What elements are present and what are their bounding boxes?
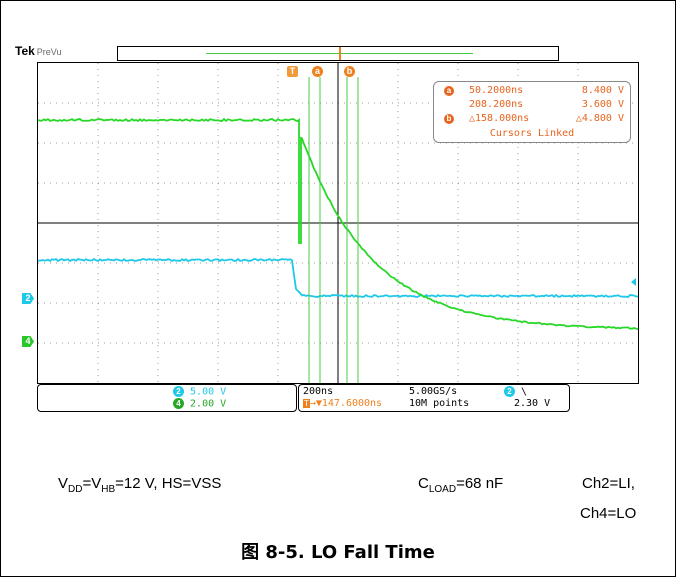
ch2-badge: 2 xyxy=(173,386,184,397)
timebase-value: 200ns xyxy=(303,386,333,397)
trigger-delay-icon: T xyxy=(303,399,310,408)
cursor-readout-panel: a 50.2000ns 8.400 V 208.200ns 3.600 V b … xyxy=(433,81,631,143)
cursor-b-marker[interactable]: b xyxy=(344,66,355,77)
cursor-b-voltage: 3.600 V xyxy=(582,99,624,110)
cursor-a-time: 50.2000ns xyxy=(469,85,523,96)
trigger-delay: 147.6000ns xyxy=(322,398,382,409)
ch4-ground-marker[interactable]: 4 xyxy=(22,336,34,347)
trigger-level-arrow xyxy=(631,278,636,286)
figure-title: 图 8-5. LO Fall Time xyxy=(0,538,676,564)
sample-rate: 5.00GS/s xyxy=(409,386,457,397)
record-length: 10M points xyxy=(409,398,469,409)
record-view-graphic xyxy=(118,47,558,60)
cursor-a-marker[interactable]: a xyxy=(312,66,323,77)
acquisition-mode: PreVu xyxy=(37,47,62,57)
cursor-a-voltage: 8.400 V xyxy=(582,85,624,96)
delta-voltage: △4.800 V xyxy=(576,113,624,124)
caption-supply: VDD=VHB=12 V, HS=VSS xyxy=(58,475,221,495)
record-view-bar xyxy=(117,46,559,61)
ch2-ground-marker[interactable]: 2 xyxy=(22,293,34,304)
channel-scale-box[interactable]: 2 5.00 V 4 2.00 V xyxy=(37,384,297,412)
scope-brand: Tek PreVu xyxy=(15,44,61,58)
trigger-slope-icon: \ xyxy=(521,387,527,398)
caption-ch2: Ch2=LI, xyxy=(582,475,635,492)
trigger-source-badge: 2 xyxy=(504,386,515,397)
status-bar: 2 5.00 V 4 2.00 V 200ns T→▼147.6000ns 5.… xyxy=(37,384,637,412)
cursors-linked-label: Cursors Linked xyxy=(434,128,630,139)
cursor-b-time: 208.200ns xyxy=(469,99,523,110)
cursor-b-badge: b xyxy=(444,114,454,124)
timebase-box[interactable]: 200ns T→▼147.6000ns 5.00GS/s 10M points … xyxy=(298,384,570,412)
waveform-screen: T a b a 50.2000ns 8.400 V 208.200ns 3.60… xyxy=(37,62,639,384)
trigger-marker: T xyxy=(287,66,298,77)
delta-time: △158.000ns xyxy=(469,113,529,124)
caption-load: CLOAD=68 nF xyxy=(418,475,503,495)
ch4-scale: 2.00 V xyxy=(190,399,226,410)
ch4-badge: 4 xyxy=(173,398,184,409)
trigger-level: 2.30 V xyxy=(514,398,550,409)
ch2-scale: 5.00 V xyxy=(190,387,226,398)
cursor-a-badge: a xyxy=(444,86,454,96)
oscilloscope-capture: Tek PreVu T a b a 50.2000ns 8.400 V xyxy=(15,44,647,418)
caption-ch4: Ch4=LO xyxy=(580,505,636,522)
